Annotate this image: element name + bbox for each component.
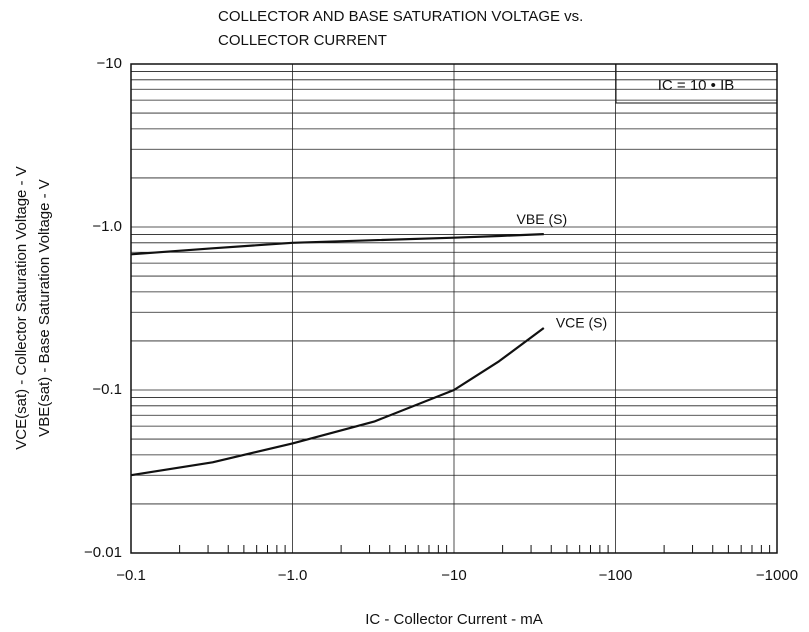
x-axis-label: IC - Collector Current - mA — [365, 611, 543, 628]
y-tick-label: −1.0 — [92, 218, 122, 235]
series-label: VCE (S) — [556, 315, 607, 331]
chart-title: COLLECTOR AND BASE SATURATION VOLTAGE vs… — [218, 8, 583, 25]
x-tick-label: −0.1 — [116, 567, 146, 584]
chart-title: COLLECTOR CURRENT — [218, 32, 387, 49]
annotation-box — [615, 63, 778, 104]
y-tick-label: −0.01 — [84, 544, 122, 561]
x-tick-label: −10 — [441, 567, 466, 584]
line — [130, 327, 545, 477]
y-tick-label: −0.1 — [92, 381, 122, 398]
x-tick-label: −1.0 — [278, 567, 308, 584]
line — [130, 233, 544, 256]
series-label: VBE (S) — [517, 211, 568, 227]
y-tick-label: −10 — [97, 55, 122, 72]
annotation: IC = 10 • IB — [658, 77, 735, 94]
y-axis-label: VBE(sat) - Base Saturation Voltage - V — [36, 179, 53, 437]
plot-frame — [130, 63, 778, 554]
x-tick-label: −100 — [599, 567, 633, 584]
x-tick-label: −1000 — [756, 567, 798, 584]
y-axis-label: VCE(sat) - Collector Saturation Voltage … — [13, 166, 30, 449]
